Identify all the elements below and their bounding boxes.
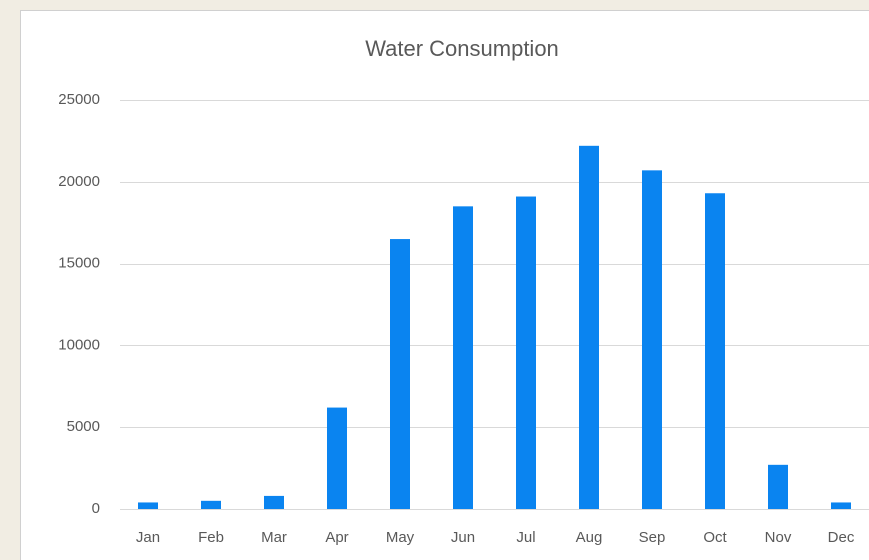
y-tick-label: 10000 bbox=[58, 336, 100, 353]
bar bbox=[138, 502, 158, 509]
x-tick-label: Jan bbox=[136, 529, 160, 546]
y-tick-label: 0 bbox=[92, 500, 100, 517]
x-tick-label: Dec bbox=[828, 529, 855, 546]
bar bbox=[768, 464, 788, 509]
x-tick-label: Sep bbox=[639, 529, 666, 546]
y-tick-label: 25000 bbox=[58, 91, 100, 108]
x-tick-label: Aug bbox=[576, 529, 603, 546]
y-tick-label: 15000 bbox=[58, 255, 100, 272]
bar bbox=[579, 145, 599, 510]
bar bbox=[453, 206, 473, 509]
bar bbox=[642, 170, 662, 509]
x-tick-label: Jun bbox=[451, 529, 475, 546]
bar bbox=[516, 196, 536, 510]
y-tick-label: 20000 bbox=[58, 173, 100, 190]
x-tick-label: Apr bbox=[325, 529, 348, 546]
bar bbox=[390, 239, 410, 509]
chart-area bbox=[20, 10, 869, 560]
bar bbox=[264, 495, 284, 509]
x-tick-label: Nov bbox=[765, 529, 792, 546]
x-tick-label: Jul bbox=[516, 529, 535, 546]
bar bbox=[327, 407, 347, 509]
chart-title: Water Consumption bbox=[365, 36, 559, 61]
x-tick-label: Oct bbox=[703, 529, 727, 546]
bar bbox=[705, 193, 725, 509]
x-tick-label: May bbox=[386, 529, 415, 546]
bar bbox=[831, 502, 851, 509]
x-tick-label: Feb bbox=[198, 529, 224, 546]
bar bbox=[201, 500, 221, 509]
y-tick-label: 5000 bbox=[67, 418, 100, 435]
x-tick-label: Mar bbox=[261, 529, 287, 546]
